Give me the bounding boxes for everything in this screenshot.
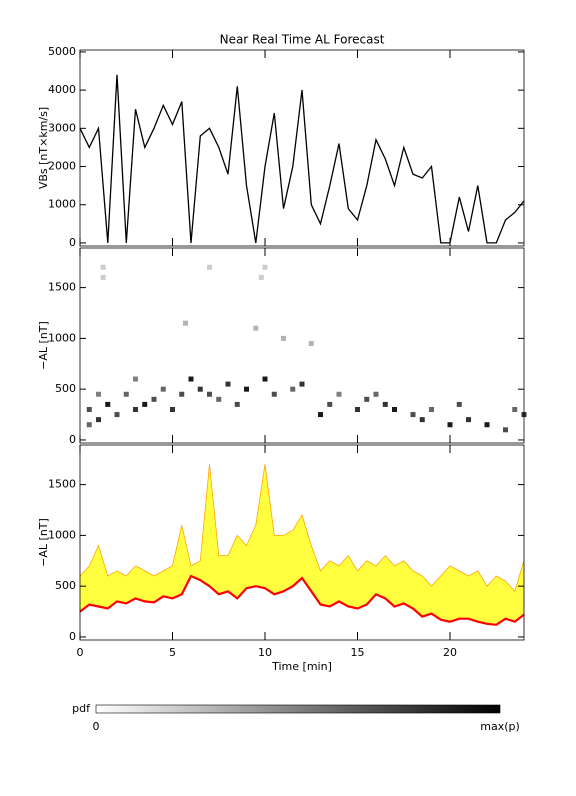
- density-cell: [105, 401, 111, 407]
- density-cell: [100, 274, 106, 280]
- density-cell: [100, 264, 106, 270]
- density-cell: [262, 376, 268, 382]
- density-cell: [253, 325, 259, 331]
- density-cell: [484, 422, 490, 428]
- density-cell: [429, 406, 434, 412]
- density-cell: [355, 406, 360, 412]
- y-tick-label: 2000: [48, 160, 76, 173]
- y-tick-label: 5000: [48, 45, 76, 58]
- y-tick-label: 0: [69, 433, 76, 446]
- density-cell: [142, 401, 148, 407]
- density-cell: [197, 386, 203, 392]
- x-tick-label: 5: [169, 646, 176, 659]
- y-tick-label: 0: [69, 236, 76, 249]
- density-cell: [207, 391, 212, 397]
- colorbar-label: pdf: [72, 702, 91, 715]
- density-cell: [207, 264, 212, 270]
- density-cell: [318, 412, 323, 418]
- colorbar-max: max(p): [480, 720, 520, 733]
- colorbar: [95, 704, 501, 714]
- x-tick-label: 10: [258, 646, 272, 659]
- density-cell: [133, 376, 138, 382]
- data-line: [79, 74, 525, 244]
- y-tick-label: 1500: [48, 478, 76, 491]
- x-tick-label: 20: [443, 646, 457, 659]
- density-cell: [182, 320, 188, 326]
- forecast-band: [80, 464, 524, 625]
- density-cell: [373, 391, 379, 397]
- x-tick-label: 15: [351, 646, 365, 659]
- x-axis-label: Time [min]: [271, 660, 332, 673]
- median-line: [79, 574, 525, 626]
- density-cell: [271, 391, 277, 397]
- density-cell: [503, 427, 508, 433]
- y-tick-label: 500: [55, 382, 76, 395]
- density-cell: [466, 417, 471, 423]
- density-cell: [281, 335, 286, 341]
- plot-frame: [79, 444, 525, 641]
- y-tick-label: 1000: [48, 528, 76, 541]
- y-axis-label: VBs [nT×km/s]: [37, 107, 50, 189]
- density-cell: [299, 381, 305, 387]
- density-cell: [234, 401, 240, 407]
- y-tick-label: 0: [69, 630, 76, 643]
- y-tick-label: 1500: [48, 281, 76, 294]
- plot-frame: [79, 247, 525, 444]
- density-cell: [216, 396, 222, 402]
- density-cell: [225, 381, 231, 387]
- density-cell: [382, 401, 388, 407]
- density-cell: [290, 386, 296, 392]
- y-axis-label: −AL [nT]: [37, 321, 50, 370]
- density-cell: [96, 417, 101, 423]
- density-cell: [188, 376, 194, 382]
- density-cell: [170, 406, 175, 412]
- density-cell: [86, 406, 92, 412]
- density-cell: [160, 386, 166, 392]
- y-tick-label: 1000: [48, 198, 76, 211]
- y-tick-label: 3000: [48, 121, 76, 134]
- density-cell: [392, 406, 397, 412]
- density-cell: [123, 391, 129, 397]
- upper-line: [79, 464, 525, 593]
- plot-frame: [79, 49, 525, 247]
- density-cell: [179, 391, 185, 397]
- y-tick-label: 4000: [48, 83, 76, 96]
- density-cell: [258, 274, 264, 280]
- x-tick-label: 0: [77, 646, 84, 659]
- density-cell: [410, 412, 416, 418]
- density-cell: [86, 422, 92, 428]
- density-cell: [364, 396, 370, 402]
- density-cell: [447, 422, 453, 428]
- density-cell: [456, 401, 462, 407]
- y-axis-label: −AL [nT]: [37, 518, 50, 567]
- y-tick-label: 1000: [48, 331, 76, 344]
- density-cell: [96, 391, 101, 397]
- colorbar-min: 0: [93, 720, 100, 733]
- density-cell: [133, 406, 138, 412]
- density-cell: [327, 401, 333, 407]
- density-cell: [308, 340, 314, 346]
- density-cell: [114, 412, 120, 418]
- density-cell: [336, 391, 342, 397]
- density-cell: [512, 406, 518, 412]
- density-cell: [151, 396, 157, 402]
- y-tick-label: 500: [55, 579, 76, 592]
- chart-title: Near Real Time AL Forecast: [220, 33, 385, 47]
- density-cell: [244, 386, 249, 392]
- density-cell: [262, 264, 268, 270]
- density-cell: [419, 417, 425, 423]
